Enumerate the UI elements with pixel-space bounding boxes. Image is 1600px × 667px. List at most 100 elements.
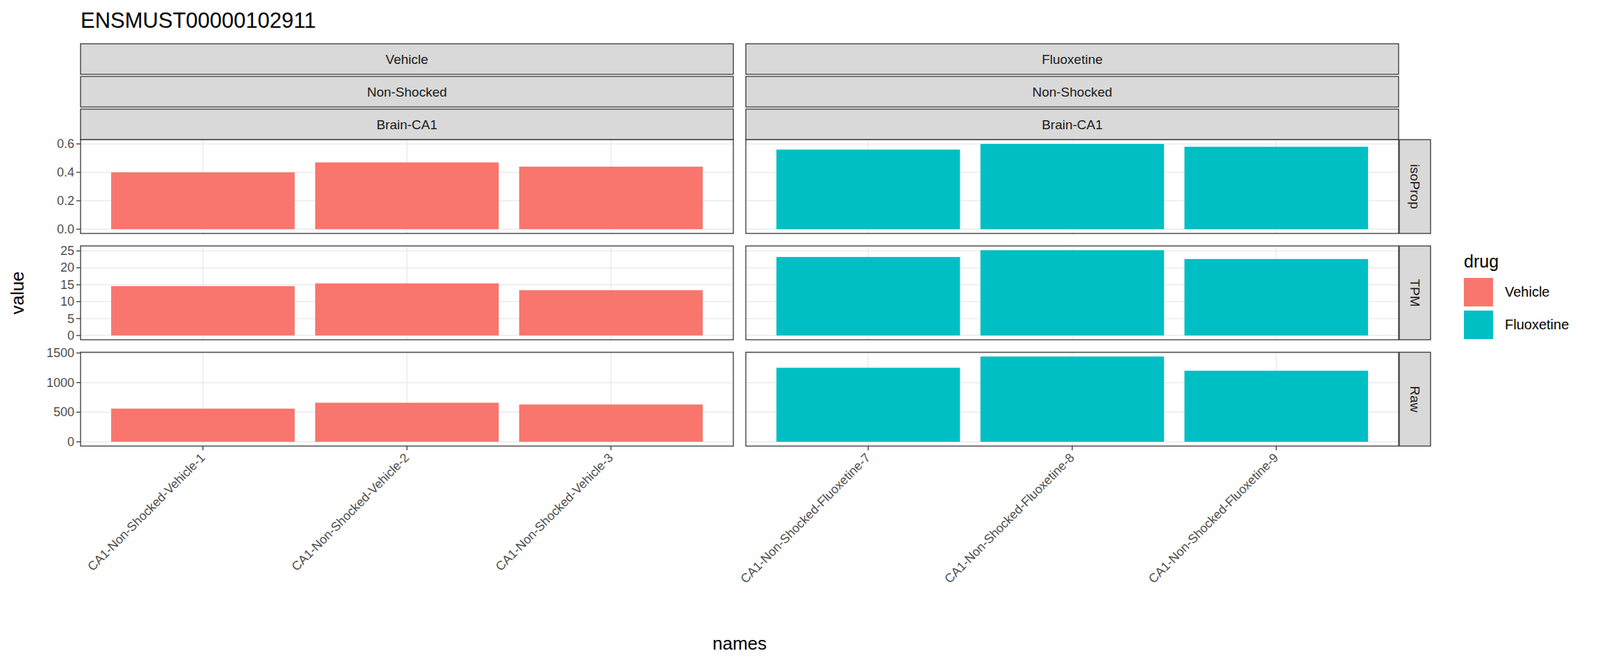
- legend-label: Vehicle: [1504, 284, 1550, 300]
- tick-label: 0: [67, 434, 75, 449]
- tick-label: 0.6: [56, 136, 75, 151]
- strip-box: [1399, 245, 1431, 340]
- tick-label: 15: [60, 277, 75, 292]
- tick: [76, 381, 81, 383]
- strip-box: [745, 109, 1399, 140]
- tick: [76, 200, 81, 201]
- bar: [776, 367, 960, 442]
- tick-label-x: CA1-Non-Shocked-Fluoxetine-8: [941, 450, 1078, 587]
- panel-background: [745, 245, 1399, 340]
- strip-box: [1399, 139, 1431, 234]
- strip-label: Non-Shocked: [366, 84, 447, 100]
- chart: ENSMUST00000102911 Vehicle Non-Shocked Brai…: [0, 0, 1600, 667]
- bar: [980, 250, 1164, 336]
- tick: [76, 250, 81, 251]
- legend-title: drug: [1463, 251, 1499, 271]
- strip-box: [80, 43, 734, 75]
- tick-label-x: CA1-Non-Shocked-Vehicle-2: [288, 450, 412, 574]
- tick-x: [202, 445, 204, 450]
- legend-key: [1463, 277, 1494, 307]
- panel-background: [745, 139, 1399, 234]
- tick-label-x: CA1-Non-Shocked-Fluoxetine-9: [1145, 450, 1282, 587]
- tick-label: 0.4: [56, 165, 75, 180]
- strip-label: Vehicle: [385, 52, 428, 67]
- tick: [76, 284, 81, 285]
- bar: [980, 143, 1164, 230]
- tick: [76, 301, 81, 303]
- panel-background: [80, 245, 734, 340]
- title: ENSMUST00000102911: [80, 8, 316, 33]
- bars: [111, 162, 703, 230]
- panel-background: [80, 352, 734, 446]
- tick-x: [610, 445, 612, 450]
- tick-label: 500: [53, 404, 75, 419]
- tick: [76, 411, 81, 413]
- panel-border: [745, 139, 1399, 234]
- panel-border: [80, 139, 734, 234]
- bar: [1184, 146, 1369, 230]
- bar: [315, 402, 499, 442]
- bar: [111, 408, 295, 442]
- bars: [111, 283, 703, 336]
- strip-label: Fluoxetine: [1041, 52, 1103, 67]
- tick-label: 10: [60, 294, 75, 309]
- tick: [76, 228, 81, 230]
- bar: [776, 149, 960, 230]
- bar: [776, 256, 960, 336]
- tick-x: [1071, 445, 1073, 450]
- tick-x: [868, 445, 869, 450]
- bar: [111, 286, 295, 336]
- y-axis-title: value: [6, 270, 28, 314]
- strip-label: TPM: [1407, 278, 1423, 307]
- tick-x: [1275, 445, 1277, 450]
- bar: [111, 172, 295, 230]
- legend-key: [1463, 310, 1494, 339]
- tick-x: [406, 445, 407, 450]
- tick-label: 0: [67, 328, 75, 343]
- tick: [76, 440, 81, 442]
- bar: [519, 166, 703, 230]
- tick-label: 20: [60, 260, 75, 275]
- bars: [111, 402, 703, 442]
- strip-box: [745, 76, 1399, 107]
- bar: [1184, 259, 1369, 336]
- tick: [76, 171, 81, 173]
- panel-border: [745, 245, 1399, 340]
- strip-box: [80, 76, 734, 107]
- tick: [76, 143, 81, 144]
- strip-label: Brain-CA1: [1041, 117, 1103, 132]
- bar: [519, 404, 703, 442]
- tick: [76, 318, 81, 319]
- panel-background: [80, 139, 734, 234]
- legend-label: Fluoxetine: [1504, 316, 1569, 332]
- tick-label-x: CA1-Non-Shocked-Vehicle-1: [84, 450, 208, 574]
- bar: [315, 162, 499, 230]
- bars: [776, 143, 1369, 230]
- strip-label: Brain-CA1: [376, 117, 438, 132]
- bars: [776, 250, 1369, 336]
- strip-box: [1399, 352, 1431, 446]
- tick-label: 5: [67, 311, 75, 326]
- bar: [1184, 370, 1369, 442]
- tick-label: 0.2: [56, 193, 75, 208]
- tick-label-x: CA1-Non-Shocked-Fluoxetine-7: [738, 450, 874, 587]
- tick-label-x: CA1-Non-Shocked-Vehicle-3: [493, 450, 616, 574]
- tick: [76, 267, 81, 269]
- strip-box: [745, 43, 1399, 75]
- panel-border: [745, 352, 1399, 446]
- bar: [519, 290, 703, 336]
- strip-label: Non-Shocked: [1031, 84, 1112, 100]
- panel-border: [80, 352, 734, 446]
- panel-background: [745, 352, 1399, 446]
- bars: [776, 356, 1369, 442]
- bar: [980, 356, 1164, 442]
- bar: [315, 283, 499, 336]
- tick-label: 25: [60, 243, 75, 258]
- tick: [76, 334, 81, 336]
- tick-label: 0.0: [56, 222, 75, 237]
- strip-box: [80, 109, 734, 140]
- panel-border: [80, 245, 734, 340]
- strip-label: isoProp: [1407, 163, 1423, 209]
- x-axis-title: names: [712, 632, 767, 654]
- tick-label: 1000: [46, 375, 75, 390]
